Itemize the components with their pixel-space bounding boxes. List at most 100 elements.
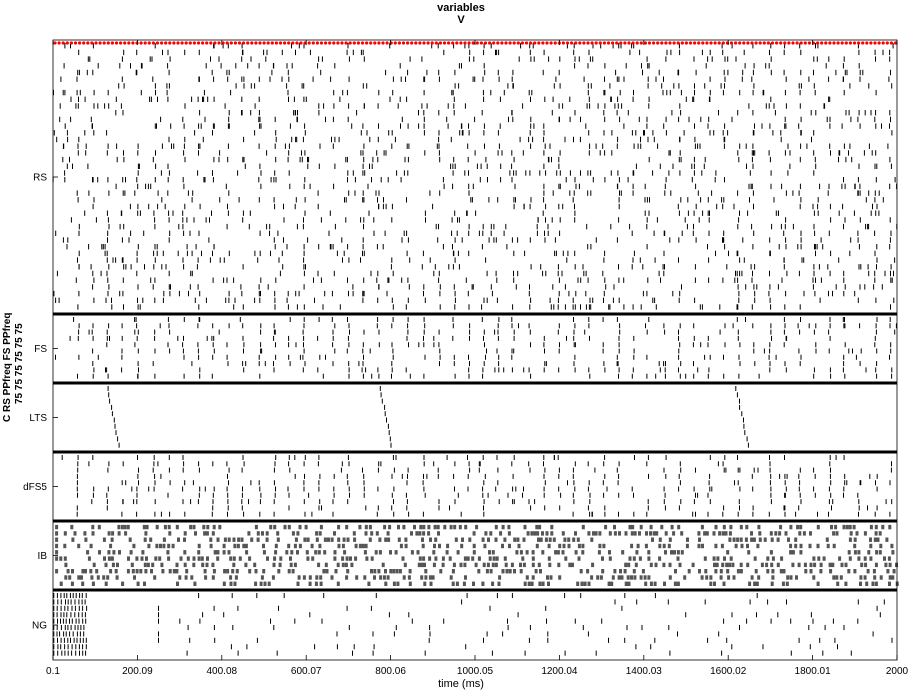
spike-mark [163,524,167,530]
spike-mark [720,543,724,549]
spike-mark [721,562,725,568]
spike-mark [874,562,878,568]
spike-mark [865,581,869,586]
spike-mark [754,569,758,574]
spike-mark [797,562,801,568]
top-marker-dot [586,41,590,45]
spike-mark [337,524,341,530]
spike-mark [133,575,136,580]
spike-mark [222,581,226,586]
spike-mark [598,531,602,536]
spike-mark [662,562,666,568]
top-marker-dot [102,41,106,45]
spike-mark [517,543,521,549]
spike-mark [859,581,862,586]
spike-mark [277,569,281,574]
spike-mark [857,550,861,555]
spike-mark [128,537,132,542]
spike-mark [504,562,508,568]
spike-mark [766,556,770,561]
spike-mark [611,575,615,580]
spike-mark [383,524,387,530]
top-marker-dot [426,41,430,45]
spike-mark [531,562,535,568]
spike-mark [317,562,321,568]
spike-mark [786,575,790,580]
spike-mark [736,537,740,542]
top-marker-dot [471,41,475,45]
top-marker-dot [541,41,545,45]
spike-mark [732,575,736,580]
spike-mark [107,531,111,536]
top-marker-dot [237,41,242,45]
top-marker-dot [524,41,529,45]
spike-mark [71,537,75,542]
spike-mark [698,537,701,542]
spike-mark [745,524,749,530]
spike-mark [441,556,445,561]
spike-mark [314,550,318,555]
spike-mark [628,556,632,561]
spike-mark [273,556,277,561]
spike-mark [458,524,462,530]
spike-mark [663,581,666,586]
spike-mark [538,581,542,586]
spike-mark [537,537,540,542]
spike-mark [353,537,357,542]
y-tick-label-rs: RS [33,173,47,184]
top-marker-dot [69,41,73,45]
spike-mark [387,537,391,542]
spike-mark [715,562,719,568]
spike-mark [753,556,757,561]
spike-mark [175,562,179,568]
spike-mark [421,537,424,542]
spike-mark [697,531,701,536]
spike-mark [525,550,529,555]
spike-mark [318,543,322,549]
spike-mark [227,550,231,555]
spike-mark [401,556,405,561]
spike-mark [703,531,707,536]
spike-mark [779,524,783,530]
spike-mark [432,550,436,555]
spike-mark [422,556,426,561]
spike-mark [437,531,440,536]
spike-mark [318,531,322,536]
spike-mark [871,581,875,586]
spike-mark [192,524,196,530]
spike-mark [104,581,108,586]
spike-mark [891,550,895,555]
spike-mark [828,562,832,568]
spike-mark [265,531,269,536]
spike-mark [428,575,432,580]
spike-mark [336,581,340,586]
spike-mark [508,543,511,549]
spike-mark [389,569,393,574]
top-marker-dot [348,41,352,45]
spike-mark [337,543,341,549]
spike-mark [552,537,556,542]
spike-mark [649,524,653,530]
top-marker-dot [340,41,344,45]
population-fs-spikes [55,317,897,379]
spike-mark [687,569,691,574]
spike-mark [395,569,399,574]
spike-mark [639,524,643,530]
spike-mark [819,569,823,574]
spike-mark [370,569,373,574]
spike-mark [298,524,302,530]
spike-mark [92,562,96,568]
spike-mark [728,562,732,568]
spike-mark [212,569,216,574]
spike-mark [535,543,539,549]
spike-mark [261,531,264,536]
spike-mark [126,524,130,530]
spike-mark [368,524,372,530]
top-marker-dot [455,41,459,45]
spike-mark [370,556,374,561]
spike-mark [345,524,349,530]
spike-mark [778,531,782,536]
top-marker-dot [459,41,463,45]
spike-mark [203,569,207,574]
spike-mark [567,543,571,549]
